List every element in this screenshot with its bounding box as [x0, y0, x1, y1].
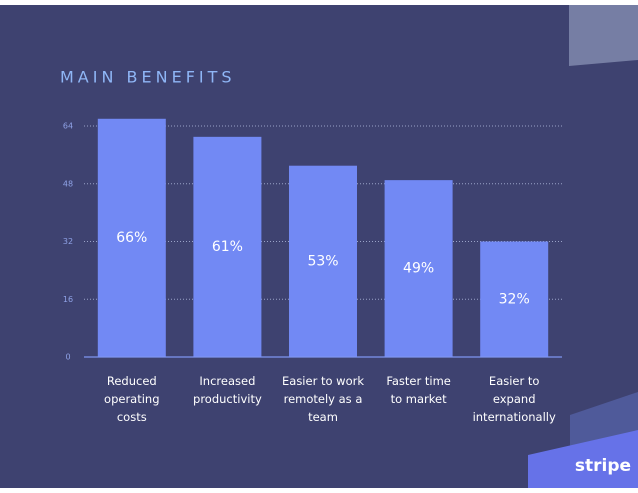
chart-title: MAIN BENEFITS [60, 68, 236, 87]
x-tick-label: Faster time to market [386, 374, 451, 406]
bar [193, 136, 262, 357]
y-tick-label: 48 [63, 179, 73, 188]
x-tick-label: Reduced operating costs [104, 374, 160, 424]
y-tick-label: 0 [65, 353, 70, 362]
y-tick-label: 32 [63, 237, 73, 246]
bar [384, 180, 453, 357]
data-label: 49% [403, 261, 434, 277]
logo: stripe [575, 456, 631, 476]
bar [289, 165, 357, 357]
bar [480, 241, 549, 357]
data-label: 66% [116, 230, 147, 246]
x-tick-label: Increased productivity [193, 374, 262, 406]
data-label: 53% [307, 253, 338, 269]
data-label: 32% [499, 291, 530, 307]
bar [97, 118, 166, 357]
logo-badge [528, 430, 638, 488]
data-label: 61% [212, 239, 243, 255]
y-tick-label: 64 [63, 122, 73, 131]
y-tick-label: 16 [63, 295, 73, 304]
x-tick-label: Easier to work remotely as a team [282, 374, 364, 424]
corner-decoration [569, 5, 638, 66]
x-tick-label: Easier to expand internationally [472, 374, 556, 424]
